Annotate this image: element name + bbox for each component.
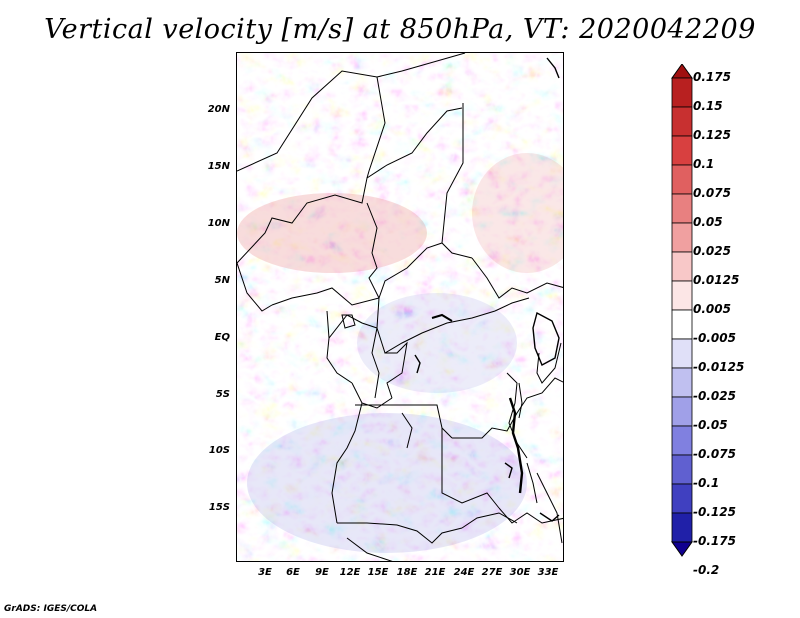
footer-credit: GrADS: IGES/COLA xyxy=(4,604,98,614)
colorbar xyxy=(671,64,693,557)
colorbar-tick-label: 0.125 xyxy=(693,128,731,142)
lon-tick-label: 9E xyxy=(315,567,329,578)
lon-tick-label: 27E xyxy=(481,567,503,578)
lat-tick-label: 5N xyxy=(214,275,230,286)
colorbar-segment xyxy=(671,338,693,369)
colorbar-segment xyxy=(671,512,693,543)
lon-tick-label: 21E xyxy=(424,567,446,578)
colorbar-segment xyxy=(671,106,693,137)
colorbar-tick-label: -0.075 xyxy=(693,447,736,461)
lat-tick-label: 15N xyxy=(207,161,230,172)
colorbar-segment xyxy=(671,425,693,456)
colorbar-tick-label: 0.175 xyxy=(693,70,731,84)
colorbar-segment xyxy=(671,222,693,253)
field-speckle xyxy=(237,53,563,561)
blue-region-center xyxy=(357,293,517,393)
colorbar-tick-label: 0.0125 xyxy=(693,273,740,287)
colorbar-segment xyxy=(671,193,693,224)
lat-tick-label: 10N xyxy=(207,218,230,229)
lon-tick-label: 33E xyxy=(537,567,559,578)
colorbar-tick-label: 0.1 xyxy=(693,157,715,171)
blue-region-south xyxy=(247,413,527,553)
colorbar-segment xyxy=(671,251,693,282)
colorbar-segment xyxy=(671,541,693,557)
velocity-field xyxy=(237,53,563,561)
colorbar-tick-label: 0.025 xyxy=(693,244,731,258)
lat-tick-label: EQ xyxy=(214,332,230,343)
colorbar-tick-label: 0.075 xyxy=(693,186,731,200)
lon-tick-label: 24E xyxy=(453,567,475,578)
colorbar-segment xyxy=(671,367,693,398)
lon-tick-label: 3E xyxy=(258,567,272,578)
lakes xyxy=(414,57,560,522)
colorbar-tick-label: -0.05 xyxy=(693,418,728,432)
colorbar-segment xyxy=(671,396,693,427)
colorbar-tick-label: -0.025 xyxy=(693,389,736,403)
colorbar-segment xyxy=(671,135,693,166)
colorbar-tick-label: 0.05 xyxy=(693,215,723,229)
colorbar-tick-label: -0.0125 xyxy=(693,360,745,374)
colorbar-tick-label: -0.1 xyxy=(693,476,720,490)
colorbar-legend: 0.175 0.15 0.125 0.1 0.075 0.05 0.025 0.0125 0.0… xyxy=(671,64,800,577)
colorbar-tick-label: 0.005 xyxy=(693,302,731,316)
lon-tick-label: 12E xyxy=(339,567,361,578)
colorbar-segment xyxy=(671,454,693,485)
colorbar-tick-label: 0.15 xyxy=(693,99,723,113)
colorbar-tick-label: -0.175 xyxy=(693,534,736,548)
red-region-sahel xyxy=(237,193,427,273)
red-region-east xyxy=(472,153,563,273)
lon-tick-label: 18E xyxy=(396,567,418,578)
lat-tick-label: 5S xyxy=(215,389,230,400)
lon-tick-label: 6E xyxy=(286,567,300,578)
country-borders xyxy=(237,53,563,561)
map-panel xyxy=(236,52,564,562)
lat-tick-label: 20N xyxy=(207,104,230,115)
lat-tick-label: 15S xyxy=(208,502,230,513)
colorbar-tick-label: -0.2 xyxy=(693,563,720,577)
colorbar-segment xyxy=(671,483,693,514)
lat-tick-label: 10S xyxy=(208,445,230,456)
colorbar-tick-label: -0.005 xyxy=(693,331,736,345)
colorbar-segment xyxy=(671,309,693,340)
lon-tick-label: 15E xyxy=(367,567,389,578)
lon-tick-label: 30E xyxy=(509,567,531,578)
colorbar-segment xyxy=(671,77,693,108)
colorbar-segment xyxy=(671,164,693,195)
colorbar-segment xyxy=(671,280,693,311)
colorbar-segment xyxy=(671,64,693,79)
colorbar-tick-label: -0.125 xyxy=(693,505,736,519)
plot-title: Vertical velocity [m/s] at 850hPa, VT: 2… xyxy=(44,14,756,45)
